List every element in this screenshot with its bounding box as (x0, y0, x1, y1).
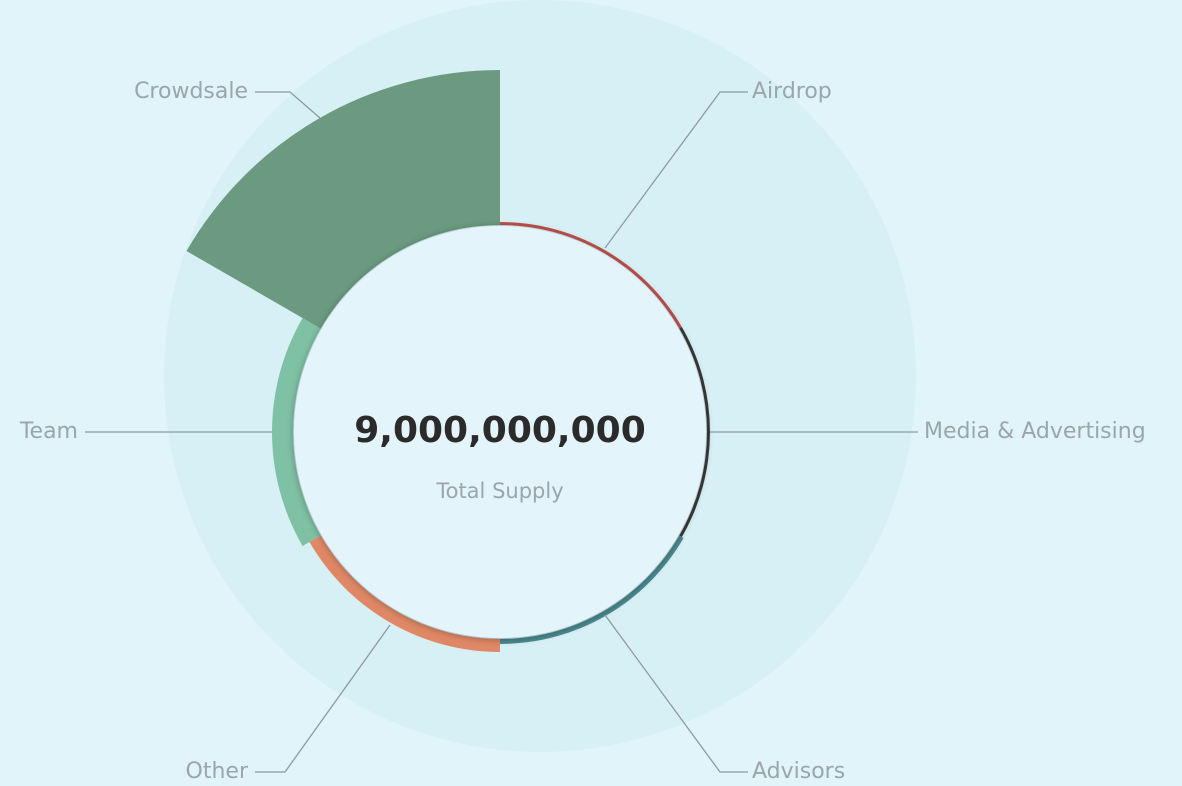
segment-label: Media & Advertising (924, 419, 1146, 444)
page: {"chart_data": {"type": "rose", "center_… (0, 0, 1182, 786)
total-supply-label: Total Supply (435, 479, 563, 503)
segment-label: Advisors (752, 759, 845, 784)
chart: 9,000,000,000 Total Supply Airdrop Media … (0, 0, 1182, 786)
segment-label: Other (186, 759, 249, 784)
segment-label: Team (19, 419, 78, 444)
segment-label: Airdrop (752, 79, 832, 104)
segment-label: Crowdsale (134, 79, 248, 104)
total-supply-value: 9,000,000,000 (354, 410, 646, 451)
